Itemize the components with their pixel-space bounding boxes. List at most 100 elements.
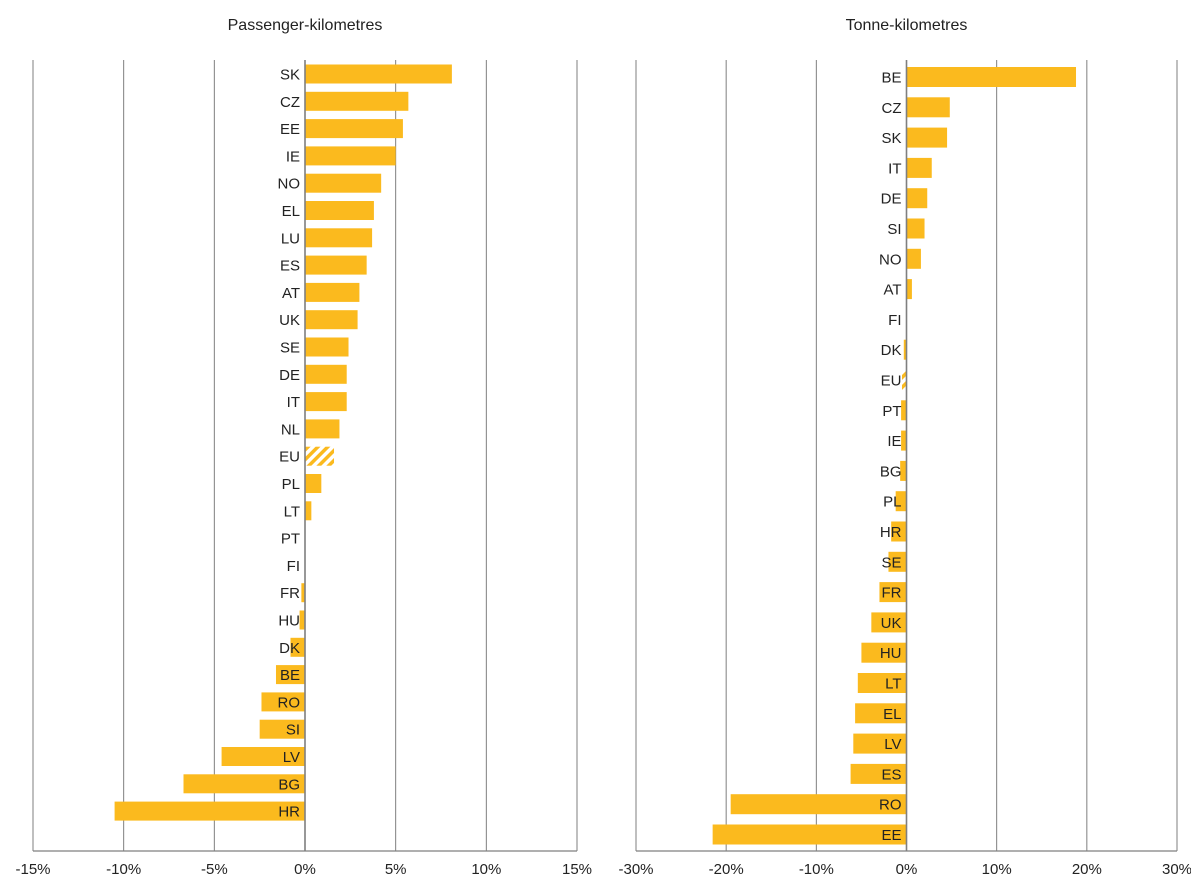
category-label: LV <box>884 736 901 753</box>
bar-hu <box>299 610 305 630</box>
bar-lv <box>221 747 305 766</box>
x-tick-label: 20% <box>1072 861 1102 878</box>
category-label: FI <box>287 558 300 575</box>
x-tick-label: -5% <box>201 861 228 878</box>
bar-pl <box>305 474 322 493</box>
category-label: EE <box>881 827 901 844</box>
bar-no <box>305 173 382 193</box>
bar-fr <box>879 582 907 603</box>
category-label: HR <box>278 804 300 821</box>
category-label: SI <box>887 221 901 238</box>
category-label: PT <box>882 403 901 420</box>
bar-se <box>305 337 349 357</box>
bar-ie <box>901 430 907 451</box>
bar-bg <box>183 774 305 794</box>
bar-de <box>305 364 347 384</box>
bar-no <box>906 248 921 269</box>
bar-lt <box>305 501 312 521</box>
x-tick-label: -20% <box>709 861 744 878</box>
x-tick-label: -10% <box>799 861 834 878</box>
bar-lv <box>853 733 907 754</box>
bar-ee <box>712 824 907 845</box>
bar-it <box>305 392 347 412</box>
category-label: NL <box>281 421 300 438</box>
x-tick-label: -30% <box>618 861 653 878</box>
category-label: LV <box>283 749 300 766</box>
category-label: EL <box>282 203 300 220</box>
category-label: DE <box>279 367 300 384</box>
bar-lt <box>857 673 907 693</box>
category-label: ES <box>881 766 901 783</box>
bar-hu <box>861 642 907 663</box>
bar-ee <box>305 119 403 139</box>
category-label: EL <box>883 706 901 723</box>
category-label: SK <box>881 130 901 147</box>
category-label: EU <box>881 373 902 390</box>
category-label: AT <box>883 282 901 299</box>
x-tick-label: 10% <box>982 861 1012 878</box>
bar-eu <box>305 446 335 466</box>
bar-hr <box>891 521 907 542</box>
category-label: NO <box>278 176 301 193</box>
bar-el <box>305 201 374 220</box>
category-label: PL <box>883 494 901 511</box>
bar-nl <box>305 419 340 439</box>
bar-it <box>906 157 932 178</box>
bar-pt <box>901 400 907 421</box>
category-label: DK <box>279 640 300 657</box>
bar-cz <box>906 97 950 118</box>
category-label: IT <box>888 160 901 177</box>
category-label: UK <box>279 312 300 329</box>
category-label: DE <box>881 191 902 208</box>
x-tick-label: 0% <box>896 861 918 878</box>
category-label: SE <box>881 554 901 571</box>
bar-eu <box>901 370 907 390</box>
x-tick-label: 15% <box>562 861 592 878</box>
category-label: PT <box>281 531 300 548</box>
chart-title: Tonne-kilometres <box>846 17 968 34</box>
category-label: LU <box>281 230 300 247</box>
bar-es <box>850 763 907 784</box>
bar-se <box>888 551 907 572</box>
bar-ro <box>261 692 305 712</box>
bar-fr <box>301 583 305 603</box>
x-tick-label: 5% <box>385 861 407 878</box>
category-label: FR <box>280 585 300 602</box>
bar-el <box>855 703 907 724</box>
x-tick-label: -15% <box>15 861 50 878</box>
bar-lu <box>305 228 373 248</box>
category-label: IT <box>287 394 300 411</box>
category-label: BG <box>278 776 300 793</box>
category-label: HU <box>278 613 300 630</box>
chart-title: Passenger-kilometres <box>228 17 383 34</box>
category-label: EE <box>280 121 300 138</box>
bar-be <box>906 67 1077 87</box>
bar-be <box>275 665 305 685</box>
category-label: PL <box>282 476 300 493</box>
chart-panel-1: Passenger-kilometres -15% -10% -5% 0% 5% 10% 15… <box>15 17 592 878</box>
bar-ro <box>730 794 907 815</box>
category-label: ES <box>280 258 300 275</box>
x-tick-label: -10% <box>106 861 141 878</box>
category-label: UK <box>881 615 902 632</box>
category-label: DK <box>881 342 902 359</box>
bar-pl <box>895 491 907 512</box>
category-label: RO <box>278 694 301 711</box>
category-label: IE <box>887 433 901 450</box>
category-label: HU <box>880 645 902 662</box>
bar-dk <box>903 339 907 360</box>
bar-es <box>305 255 367 275</box>
category-label: EU <box>279 449 300 466</box>
category-label: FR <box>882 585 902 602</box>
category-label: NO <box>879 251 902 268</box>
bar-at <box>906 279 912 300</box>
category-label: CZ <box>280 94 300 111</box>
category-label: SK <box>280 67 300 84</box>
category-label: BE <box>881 70 901 87</box>
bar-uk <box>871 612 907 633</box>
bar-si <box>906 218 925 239</box>
category-label: BG <box>880 463 902 480</box>
x-tick-label: 30% <box>1162 861 1191 878</box>
category-label: SI <box>286 722 300 739</box>
